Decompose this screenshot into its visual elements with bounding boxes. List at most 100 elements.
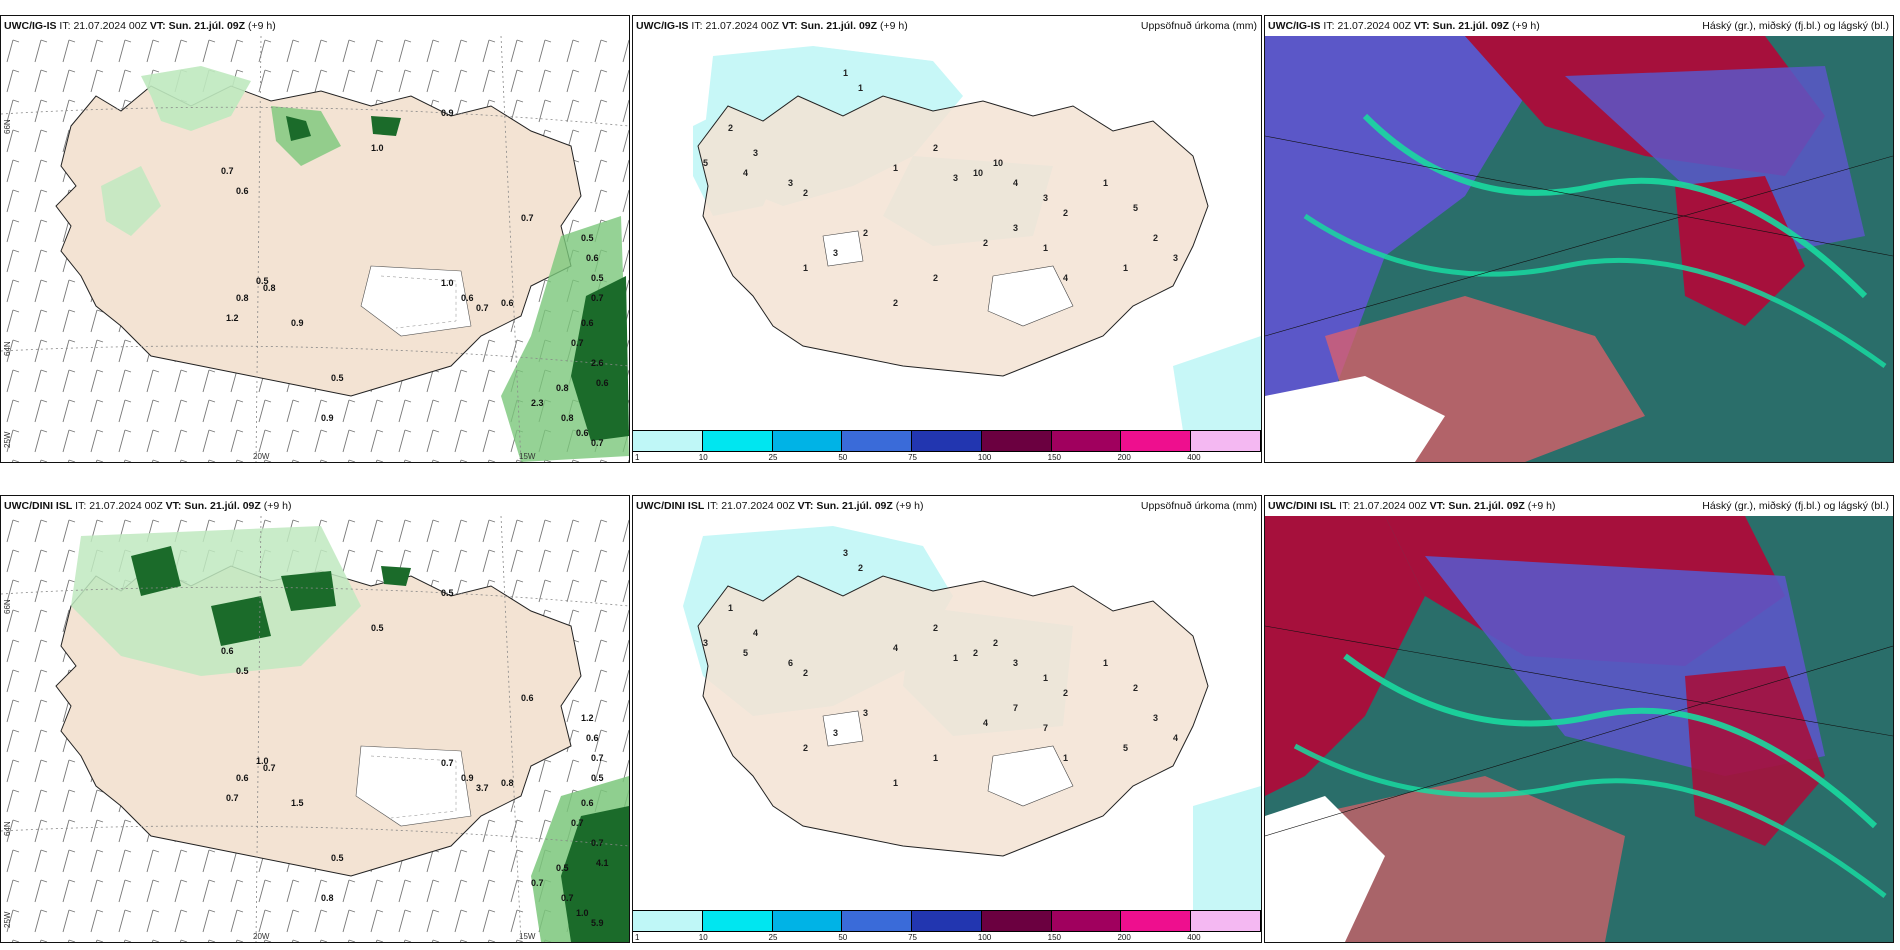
map-value-label: 0.9 — [321, 413, 334, 423]
colorbar-segment — [1051, 431, 1122, 451]
map-value-label: 2 — [858, 563, 863, 573]
map-value-label: 0.8 — [556, 383, 569, 393]
it-value: 21.07.2024 00Z — [73, 20, 147, 32]
map-value-label: 2 — [933, 143, 938, 153]
it-value: 21.07.2024 00Z — [1337, 20, 1411, 32]
colorbar-segment — [981, 911, 1052, 931]
map-value-label: 0.5 — [256, 276, 269, 286]
lat-label-64n: 64N — [3, 821, 12, 836]
it-label: IT: — [1323, 20, 1335, 32]
map-value-label: 0.9 — [461, 773, 474, 783]
map-value-label: 3 — [703, 638, 708, 648]
map-value-label: 0.8 — [501, 778, 514, 788]
colorbar-segment — [772, 431, 843, 451]
map-value-label: 0.7 — [226, 793, 239, 803]
vt-label: VT: — [781, 20, 798, 32]
map-value-label: 0.6 — [236, 773, 249, 783]
map-value-label: 10 — [993, 158, 1003, 168]
map-value-label: 0.6 — [236, 186, 249, 196]
map-value-label: 3 — [1013, 223, 1018, 233]
colorbar-tick-label: 150 — [1047, 453, 1062, 462]
model-name: UWC/DINI ISL — [1268, 500, 1337, 512]
map-value-label: 3 — [863, 708, 868, 718]
wind-map: 0.50.50.60.50.71.00.60.71.50.50.80.50.61… — [1, 516, 629, 942]
colorbar-tick-label: 10 — [698, 933, 708, 942]
colorbar-tick-label: 100 — [977, 453, 992, 462]
map-value-label: 0.7 — [571, 818, 584, 828]
map-value-label: 1 — [893, 163, 898, 173]
map-value-label: 0.5 — [441, 588, 454, 598]
model-name: UWC/IG-IS — [4, 20, 57, 32]
colorbar-segment — [633, 431, 703, 451]
map-value-label: 0.8 — [561, 413, 574, 423]
it-label: IT: — [691, 20, 703, 32]
colorbar-tick-label: 400 — [1187, 933, 1201, 942]
map-value-label: 1 — [933, 753, 938, 763]
map-value-label: 2 — [803, 743, 808, 753]
map-value-label: 2 — [803, 188, 808, 198]
map-value-label: 5 — [743, 648, 748, 658]
map-value-label: 2.6 — [591, 358, 604, 368]
colorbar-tick-label: 1 — [635, 453, 640, 462]
lead-time: (+9 h) — [263, 500, 292, 512]
vt-value: Sun. 21.júl. 09Z — [1432, 20, 1510, 32]
map-value-label: 0.8 — [263, 283, 276, 293]
it-label: IT: — [1339, 500, 1351, 512]
map-value-label: 2 — [933, 623, 938, 633]
model-name: UWC/DINI ISL — [4, 500, 73, 512]
map-value-label: 7 — [1013, 703, 1018, 713]
map-value-label: 3 — [833, 728, 838, 738]
wind-precip-panel-row1: UWC/IG-IS IT: 21.07.2024 00Z VT: Sun. 21… — [0, 15, 630, 463]
cloud-panel-row2: UWC/DINI ISL IT: 21.07.2024 00Z VT: Sun.… — [1264, 495, 1894, 943]
vt-value: Sun. 21.júl. 09Z — [800, 20, 878, 32]
colorbar-segment — [1121, 911, 1192, 931]
map-value-label: 0.7 — [221, 166, 234, 176]
map-value-label: 0.6 — [501, 298, 514, 308]
cloud-cover-map — [1265, 36, 1893, 462]
map-value-label: 0.5 — [591, 773, 604, 783]
colorbar-tick-label: 75 — [908, 453, 918, 462]
it-label: IT: — [707, 500, 719, 512]
lead-time: (+9 h) — [1511, 20, 1540, 32]
map-value-label: 2 — [1133, 683, 1138, 693]
map-value-label: 0.6 — [596, 378, 609, 388]
it-label: IT: — [59, 20, 71, 32]
colorbar-tick-label: 400 — [1187, 453, 1201, 462]
map-value-label: 2 — [1063, 688, 1068, 698]
map-value-label: 1 — [953, 653, 958, 663]
cloud-panel-row1: UWC/IG-IS IT: 21.07.2024 00Z VT: Sun. 21… — [1264, 15, 1894, 463]
lat-label-64n: 64N — [3, 341, 12, 356]
map-value-label: 2 — [933, 273, 938, 283]
map-value-label: 0.7 — [591, 438, 604, 448]
map-value-label: 1.0 — [441, 278, 454, 288]
panel-header: UWC/IG-IS IT: 21.07.2024 00Z VT: Sun. 21… — [1, 16, 629, 36]
map-value-label: 3 — [1043, 193, 1048, 203]
map-value-label: 2.3 — [531, 398, 544, 408]
map-value-label: 3 — [1173, 253, 1178, 263]
map-value-label: 3.7 — [476, 783, 489, 793]
precip-title: Uppsöfnuð úrkoma (mm) — [1140, 20, 1257, 32]
map-value-label: 0.5 — [331, 853, 344, 863]
lon-label-20w: 20W — [253, 932, 270, 941]
map-value-label: 0.7 — [591, 293, 604, 303]
wind-precip-panel-row2: UWC/DINI ISL IT: 21.07.2024 00Z VT: Sun.… — [0, 495, 630, 943]
map-value-label: 0.6 — [581, 318, 594, 328]
colorbar-tick-label: 50 — [838, 453, 848, 462]
vt-value: Sun. 21.júl. 09Z — [816, 500, 893, 512]
map-value-label: 0.6 — [461, 293, 474, 303]
lead-time: (+9 h) — [895, 500, 924, 512]
cloud-cover-map — [1265, 516, 1893, 942]
map-value-label: 0.7 — [561, 893, 574, 903]
model-name: UWC/IG-IS — [1268, 20, 1321, 32]
map-value-label: 0.7 — [476, 303, 489, 313]
map-value-label: 4 — [753, 628, 758, 638]
colorbar-segment — [702, 911, 773, 931]
colorbar-tick-label: 200 — [1117, 933, 1131, 942]
map-value-label: 0.5 — [331, 373, 344, 383]
map-value-label: 2 — [863, 228, 868, 238]
map-value-label: 0.7 — [591, 838, 604, 848]
map-value-label: 2 — [1153, 233, 1158, 243]
colorbar-tick-label: 25 — [768, 933, 778, 942]
